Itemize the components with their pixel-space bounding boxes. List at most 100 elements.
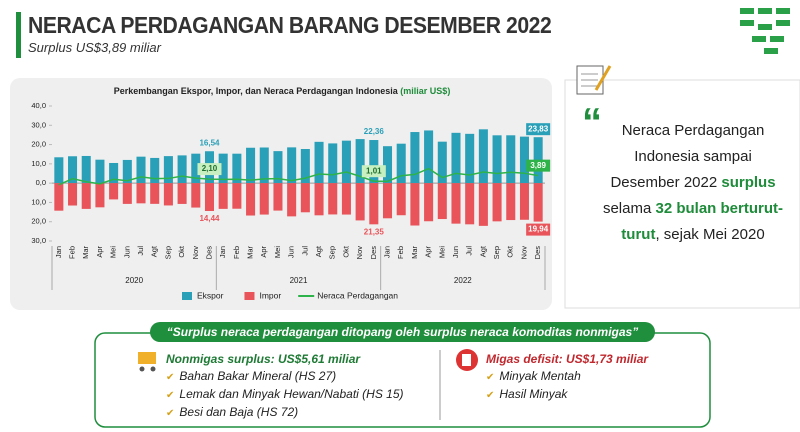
bar [355,139,365,184]
bar [424,130,434,184]
bar [109,183,119,200]
bar [492,135,502,184]
x-tick-label: Jan [382,246,391,258]
quote-mark: “ [582,101,602,145]
bar [246,147,256,184]
bar [465,183,475,225]
bar [506,183,516,221]
bar [506,135,516,184]
bar [341,140,351,184]
logo [740,8,790,54]
data-label: 3,89 [530,161,546,170]
bar [451,183,461,224]
x-tick-label: Sep [328,246,337,259]
bar [54,157,64,184]
migas-title: Migas defisit: US$1,73 miliar [486,352,649,366]
bar [465,133,475,184]
x-tick-label: Jul [465,246,474,256]
x-tick-label: Mar [410,246,419,259]
bar [287,183,297,217]
x-tick-label: Feb [68,246,77,259]
legend-label: Impor [259,290,281,300]
year-label: 2021 [290,276,308,285]
bar [191,183,201,208]
quote-highlight: 32 bulan berturut-turut [621,200,784,243]
bar [328,183,338,215]
x-tick-label: Agt [314,245,323,257]
bar [437,141,447,184]
data-label: 16,54 [199,138,220,147]
x-tick-label: Des [204,246,213,260]
nonmigas-item: Lemak dan Minyak Hewan/Nabati (HS 15) [166,386,403,404]
x-tick-label: Apr [95,245,104,257]
bar [382,183,393,219]
data-label: 14,44 [199,214,220,223]
bar [410,132,420,184]
bar [369,140,379,184]
bar [396,183,406,216]
bar [204,183,215,211]
data-label: 1,01 [366,166,382,175]
bar [519,183,529,220]
x-tick-label: Nov [191,246,200,260]
bar [68,183,78,206]
label-box [526,123,551,136]
label-box [197,163,222,176]
bar [287,147,297,184]
label-box [526,223,551,236]
bar [246,183,256,216]
bar [300,183,310,213]
legend-label: Neraca Perdagangan [317,290,398,300]
banner: “Surplus neraca perdagangan ditopang ole… [150,322,655,342]
nonmigas-item: Bahan Bakar Mineral (HS 27) [166,368,404,386]
bar [81,155,91,184]
x-tick-label: Agt [478,245,487,257]
bar [410,183,420,226]
data-label: 19,94 [528,225,549,234]
bar [314,183,324,216]
bar [136,183,146,204]
x-tick-label: Des [369,246,378,260]
x-tick-label: Okt [177,245,186,258]
migas: Migas defisit: US$1,73 miliar Minyak Ment… [486,352,648,404]
x-tick-label: Mar [81,246,90,259]
x-tick-label: Feb [232,246,241,259]
x-tick-label: Nov [519,246,528,260]
legend-label: Ekspor [197,290,224,300]
quote: Neraca Perdagangan Indonesia sampai Dese… [600,118,786,248]
nonmigas-item: Besi dan Baja (HS 72) [166,404,404,422]
nonmigas-title: Nonmigas surplus: US$5,61 miliar [166,352,361,366]
header-accent [16,12,21,58]
label-box [361,165,386,178]
header-subtitle: Surplus US$3,89 miliar [28,40,161,55]
quote-highlight: surplus [721,174,776,191]
quote-text: , sejak Mei 2020 [655,226,765,243]
bar [177,183,187,204]
migas-item: Hasil Minyak [486,386,648,404]
nonmigas: Nonmigas surplus: US$5,61 miliar Bahan Ba… [166,352,404,422]
bar [300,149,310,184]
bar [163,183,173,206]
bar [122,159,132,184]
bar [355,183,365,221]
x-tick-label: Mei [273,246,282,258]
bar [218,183,228,209]
y-tick-label: 0,0 [36,178,46,187]
bar [273,183,283,211]
y-tick-label: 30,0 [31,236,46,245]
bar [328,143,338,184]
bar [259,183,269,215]
x-tick-label: Jun [287,246,296,258]
quote-text: selama [602,200,656,217]
bar [396,143,406,184]
year-label: 2020 [125,276,143,285]
bar [68,156,78,184]
bar [259,147,269,184]
y-tick-label: 10,0 [31,159,46,168]
bar [122,183,132,204]
x-tick-label: Nov [355,246,364,260]
label-box [526,159,551,172]
bar [191,153,201,184]
y-tick-label: 20,0 [31,217,46,226]
y-tick-label: 30,0 [31,120,46,129]
